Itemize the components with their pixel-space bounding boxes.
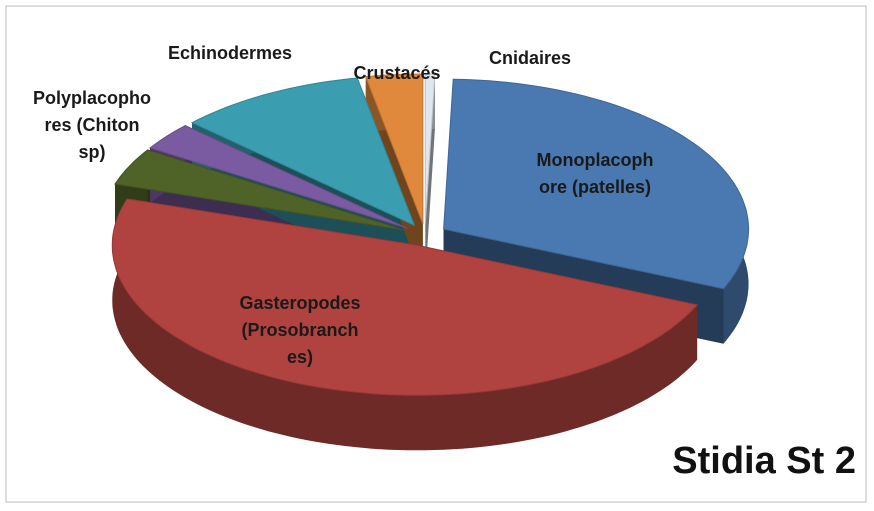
slice: [111, 198, 699, 396]
chart-title: Stidia St 2: [672, 440, 856, 482]
slice-label: Polyplacopho res (Chiton sp): [33, 88, 152, 162]
slice-label: Crustacés: [353, 63, 441, 83]
slice-label: Echinodermes: [168, 43, 293, 63]
slice: [443, 78, 750, 290]
slice: [424, 73, 436, 225]
slice: [190, 77, 416, 227]
slice: [149, 125, 408, 229]
slice-wall: [112, 198, 698, 451]
slice-label: Gasteropodes (Prosobranch es): [239, 293, 361, 367]
slice-label: Cnidaires: [489, 48, 572, 68]
slice: [114, 149, 406, 231]
slice-label: Monoplacoph ore (patelles): [536, 150, 654, 197]
slice: [365, 73, 424, 225]
